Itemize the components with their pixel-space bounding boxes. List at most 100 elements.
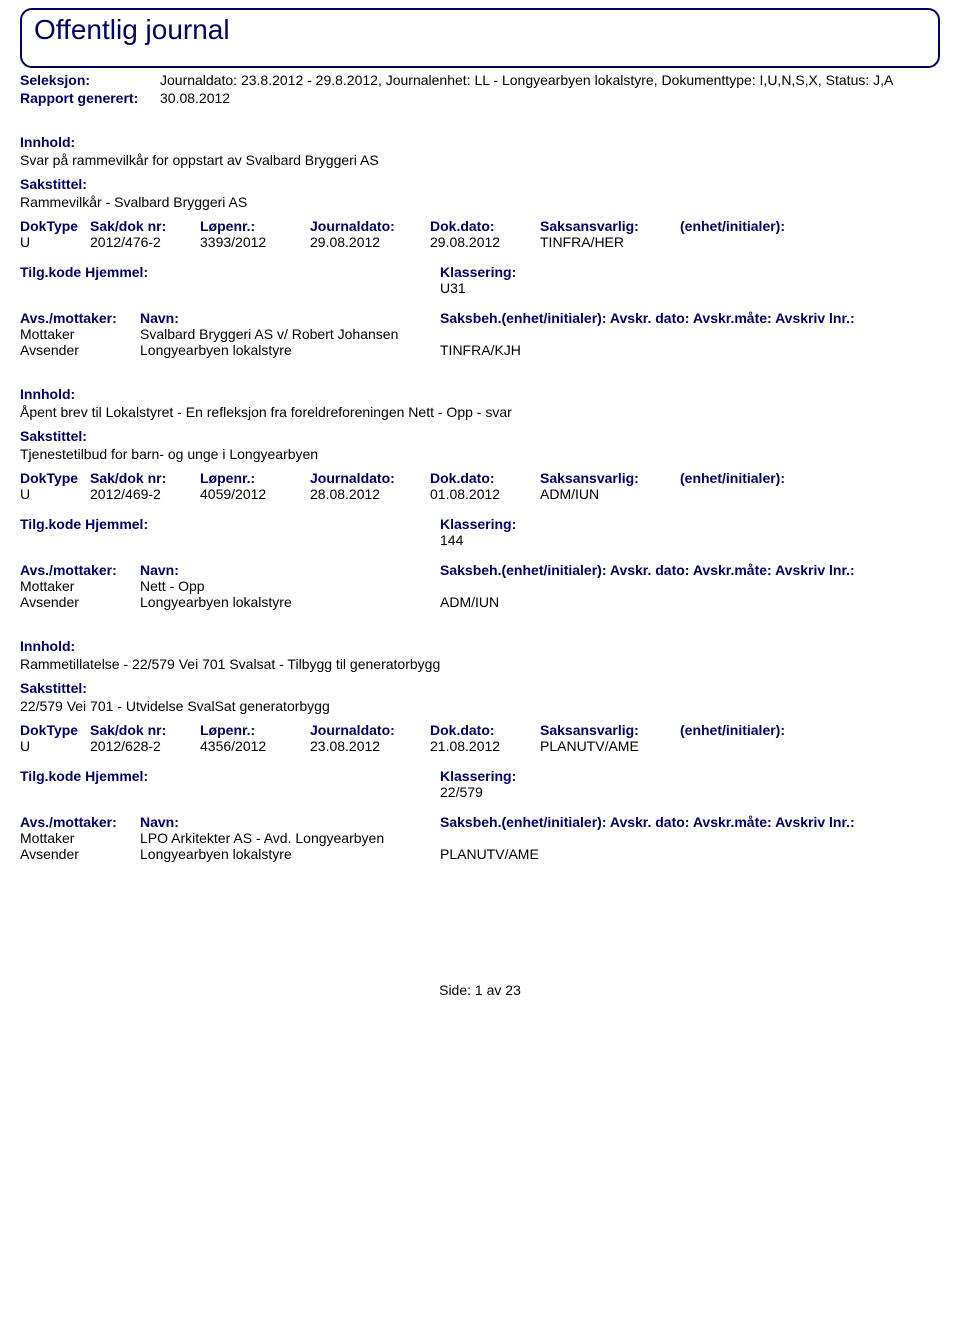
col-enhet: (enhet/initialer): bbox=[680, 218, 820, 234]
avsender-role: Avsender bbox=[20, 846, 140, 862]
avs-header: Avs./mottaker:Navn:Saksbeh.(enhet/initia… bbox=[20, 814, 940, 830]
sakstittel-label: Sakstittel: bbox=[20, 428, 940, 444]
col-journaldato: Journaldato: bbox=[310, 470, 430, 486]
navn-label: Navn: bbox=[140, 310, 440, 326]
tilg-row: Tilg.kode Hjemmel: Klassering:144 bbox=[20, 516, 940, 548]
col-journaldato: Journaldato: bbox=[310, 218, 430, 234]
col-doktype: DokType bbox=[20, 218, 90, 234]
av-label: av bbox=[487, 982, 502, 998]
val-enhet bbox=[680, 738, 820, 754]
innhold-label: Innhold: bbox=[20, 638, 940, 654]
avsender-code: ADM/IUN bbox=[440, 594, 940, 610]
avs-header: Avs./mottaker:Navn:Saksbeh.(enhet/initia… bbox=[20, 562, 940, 578]
saksbeh-line: Saksbeh.(enhet/initialer): Avskr. dato: … bbox=[440, 310, 940, 326]
val-lopenr: 4059/2012 bbox=[200, 486, 310, 502]
avsmottaker-label: Avs./mottaker: bbox=[20, 562, 140, 578]
val-doktype: U bbox=[20, 738, 90, 754]
mottaker-name: Svalbard Bryggeri AS v/ Robert Johansen bbox=[140, 326, 440, 342]
klassering-value: 144 bbox=[440, 532, 516, 548]
val-sakdok: 2012/628-2 bbox=[90, 738, 200, 754]
avsender-name: Longyearbyen lokalstyre bbox=[140, 594, 440, 610]
val-journaldato: 29.08.2012 bbox=[310, 234, 430, 250]
saksbeh-line: Saksbeh.(enhet/initialer): Avskr. dato: … bbox=[440, 814, 940, 830]
title-box: Offentlig journal bbox=[20, 8, 940, 68]
col-doktype: DokType bbox=[20, 470, 90, 486]
klassering-label: Klassering: bbox=[440, 768, 516, 784]
tilgkode-label: Tilg.kode Hjemmel: bbox=[20, 516, 180, 548]
klassering-label: Klassering: bbox=[440, 516, 516, 532]
seleksjon-value: Journaldato: 23.8.2012 - 29.8.2012, Jour… bbox=[160, 72, 940, 88]
val-saksansvarlig: TINFRA/HER bbox=[540, 234, 680, 250]
page-total: 23 bbox=[505, 982, 521, 998]
innhold-label: Innhold: bbox=[20, 134, 940, 150]
val-dokdato: 29.08.2012 bbox=[430, 234, 540, 250]
col-lopenr: Løpenr.: bbox=[200, 218, 310, 234]
avsender-role: Avsender bbox=[20, 594, 140, 610]
sakstittel-label: Sakstittel: bbox=[20, 680, 940, 696]
avsender-name: Longyearbyen lokalstyre bbox=[140, 342, 440, 358]
col-doktype: DokType bbox=[20, 722, 90, 738]
avsender-code: PLANUTV/AME bbox=[440, 846, 940, 862]
innhold-text: Rammetillatelse - 22/579 Vei 701 Svalsat… bbox=[20, 656, 940, 672]
innhold-label: Innhold: bbox=[20, 386, 940, 402]
mottaker-role: Mottaker bbox=[20, 830, 140, 846]
col-enhet: (enhet/initialer): bbox=[680, 470, 820, 486]
mottaker-name: LPO Arkitekter AS - Avd. Longyearbyen bbox=[140, 830, 440, 846]
dok-header: DokTypeSak/dok nr:Løpenr.:Journaldato:Do… bbox=[20, 470, 940, 486]
mottaker-role: Mottaker bbox=[20, 578, 140, 594]
avsender-code: TINFRA/KJH bbox=[440, 342, 940, 358]
col-saksansvarlig: Saksansvarlig: bbox=[540, 722, 680, 738]
dok-row: U2012/469-24059/201228.08.201201.08.2012… bbox=[20, 486, 940, 502]
sakstittel-text: Rammevilkår - Svalbard Bryggeri AS bbox=[20, 194, 940, 210]
avsmottaker-label: Avs./mottaker: bbox=[20, 814, 140, 830]
innhold-text: Svar på rammevilkår for oppstart av Sval… bbox=[20, 152, 940, 168]
mottaker-role: Mottaker bbox=[20, 326, 140, 342]
col-lopenr: Løpenr.: bbox=[200, 722, 310, 738]
col-sakdok: Sak/dok nr: bbox=[90, 218, 200, 234]
val-enhet bbox=[680, 486, 820, 502]
val-sakdok: 2012/469-2 bbox=[90, 486, 200, 502]
tilg-row: Tilg.kode Hjemmel: Klassering:22/579 bbox=[20, 768, 940, 800]
col-dokdato: Dok.dato: bbox=[430, 470, 540, 486]
avsender-row: AvsenderLongyearbyen lokalstyreTINFRA/KJ… bbox=[20, 342, 940, 358]
dok-row: U2012/476-23393/201229.08.201229.08.2012… bbox=[20, 234, 940, 250]
tilgkode-label: Tilg.kode Hjemmel: bbox=[20, 768, 180, 800]
val-saksansvarlig: PLANUTV/AME bbox=[540, 738, 680, 754]
val-sakdok: 2012/476-2 bbox=[90, 234, 200, 250]
col-sakdok: Sak/dok nr: bbox=[90, 722, 200, 738]
tilg-row: Tilg.kode Hjemmel:Klassering:U31 bbox=[20, 264, 940, 296]
mottaker-name: Nett - Opp bbox=[140, 578, 440, 594]
col-dokdato: Dok.dato: bbox=[430, 218, 540, 234]
avsmottaker-label: Avs./mottaker: bbox=[20, 310, 140, 326]
sakstittel-label: Sakstittel: bbox=[20, 176, 940, 192]
navn-label: Navn: bbox=[140, 562, 440, 578]
seleksjon-label: Seleksjon: bbox=[20, 72, 160, 88]
col-sakdok: Sak/dok nr: bbox=[90, 470, 200, 486]
tilgkode-label: Tilg.kode Hjemmel: bbox=[20, 264, 180, 296]
val-journaldato: 28.08.2012 bbox=[310, 486, 430, 502]
journal-entry: Innhold: Svar på rammevilkår for oppstart… bbox=[20, 134, 940, 358]
klassering-value: 22/579 bbox=[440, 784, 516, 800]
val-dokdato: 01.08.2012 bbox=[430, 486, 540, 502]
side-label: Side: bbox=[439, 982, 471, 998]
rapport-value: 30.08.2012 bbox=[160, 90, 940, 106]
val-lopenr: 3393/2012 bbox=[200, 234, 310, 250]
col-enhet: (enhet/initialer): bbox=[680, 722, 820, 738]
mottaker-row: MottakerNett - Opp bbox=[20, 578, 940, 594]
dok-header: DokTypeSak/dok nr:Løpenr.:Journaldato:Do… bbox=[20, 722, 940, 738]
klassering-label: Klassering: bbox=[440, 264, 516, 280]
avs-header: Avs./mottaker:Navn:Saksbeh.(enhet/initia… bbox=[20, 310, 940, 326]
mottaker-row: MottakerLPO Arkitekter AS - Avd. Longyea… bbox=[20, 830, 940, 846]
rapport-row: Rapport generert: 30.08.2012 bbox=[20, 90, 940, 106]
val-lopenr: 4356/2012 bbox=[200, 738, 310, 754]
avsender-role: Avsender bbox=[20, 342, 140, 358]
dok-header: DokTypeSak/dok nr:Løpenr.:Journaldato:Do… bbox=[20, 218, 940, 234]
val-dokdato: 21.08.2012 bbox=[430, 738, 540, 754]
navn-label: Navn: bbox=[140, 814, 440, 830]
col-saksansvarlig: Saksansvarlig: bbox=[540, 218, 680, 234]
mottaker-row: MottakerSvalbard Bryggeri AS v/ Robert J… bbox=[20, 326, 940, 342]
col-journaldato: Journaldato: bbox=[310, 722, 430, 738]
innhold-text: Åpent brev til Lokalstyret - En refleksj… bbox=[20, 404, 940, 420]
avsender-name: Longyearbyen lokalstyre bbox=[140, 846, 440, 862]
avsender-row: AvsenderLongyearbyen lokalstyrePLANUTV/A… bbox=[20, 846, 940, 862]
